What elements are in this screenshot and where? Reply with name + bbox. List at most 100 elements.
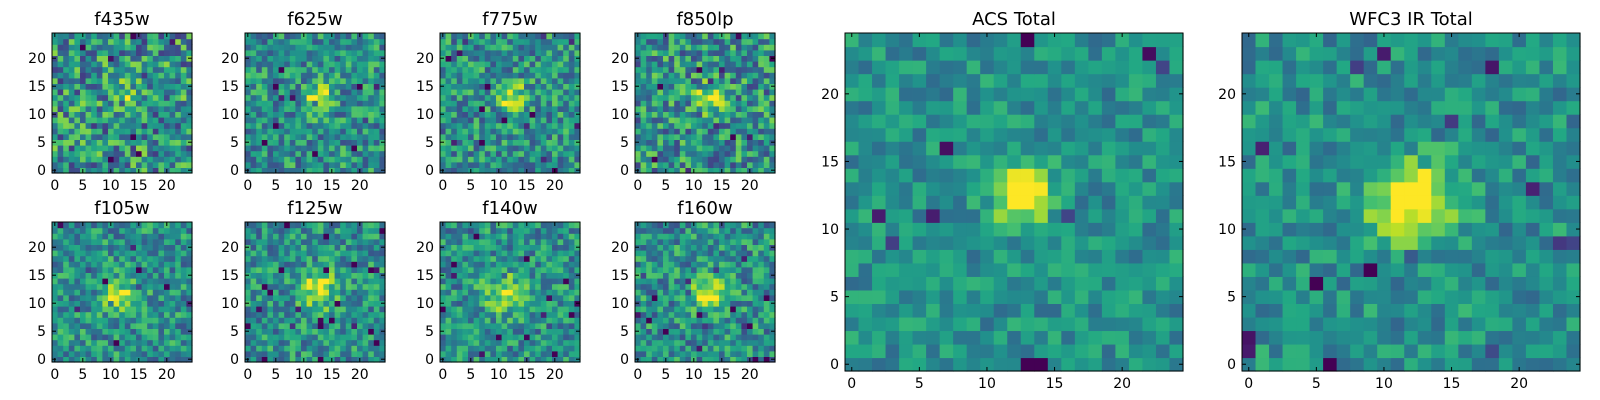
heatmap-cell: [113, 89, 120, 96]
heatmap-cell: [301, 334, 308, 341]
heatmap-cell: [563, 150, 570, 157]
heatmap-cell: [334, 227, 341, 234]
heatmap-cell: [130, 94, 137, 101]
heatmap-cell: [368, 122, 375, 129]
heatmap-cell: [169, 117, 176, 124]
heatmap-cell: [763, 167, 770, 174]
heatmap-cell: [96, 328, 103, 335]
heatmap-cell: [141, 306, 148, 313]
heatmap-cell: [763, 334, 770, 341]
heatmap-cell: [640, 272, 647, 279]
heatmap-cell: [164, 55, 171, 62]
heatmap-cell: [306, 294, 313, 301]
heatmap-cell: [679, 317, 686, 324]
heatmap-cell: [289, 83, 296, 90]
heatmap-cell: [568, 222, 575, 229]
heatmap-cell: [80, 294, 87, 301]
heatmap-cell: [373, 156, 380, 163]
heatmap-cell: [340, 145, 347, 152]
heatmap-cell: [635, 339, 642, 346]
heatmap-cell: [113, 283, 120, 290]
heatmap-cell: [691, 322, 698, 329]
heatmap-cell: [473, 356, 480, 363]
heatmap-cell: [91, 167, 98, 174]
heatmap-cell: [351, 233, 358, 240]
heatmap-cell: [250, 167, 257, 174]
heatmap-cell: [379, 334, 386, 341]
heatmap-cell: [85, 89, 92, 96]
heatmap-cell: [169, 111, 176, 118]
heatmap-cell: [261, 317, 268, 324]
heatmap-cell: [752, 49, 759, 56]
heatmap-cell: [490, 289, 497, 296]
heatmap-cell: [334, 345, 341, 352]
heatmap-cell: [479, 133, 486, 140]
heatmap-cell: [141, 266, 148, 273]
heatmap-cell: [640, 339, 647, 346]
heatmap-cell: [557, 311, 564, 318]
heatmap-cell: [368, 38, 375, 45]
heatmap-cell: [696, 356, 703, 363]
heatmap-cell: [451, 283, 458, 290]
heatmap-cell: [295, 300, 302, 307]
heatmap-cell: [741, 345, 748, 352]
heatmap-cell: [663, 328, 670, 335]
heatmap-cell: [306, 266, 313, 273]
heatmap-cell: [124, 33, 131, 40]
heatmap-cell: [63, 300, 70, 307]
heatmap-cell: [68, 356, 75, 363]
heatmap-cell: [640, 317, 647, 324]
heatmap-cell: [306, 334, 313, 341]
heatmap-cell: [574, 311, 581, 318]
heatmap-cell: [769, 61, 776, 68]
heatmap-cell: [158, 289, 165, 296]
heatmap-cell: [345, 334, 352, 341]
heatmap-cell: [546, 111, 553, 118]
heatmap-cell: [256, 266, 263, 273]
heatmap-cell: [180, 145, 187, 152]
heatmap-cell: [724, 161, 731, 168]
heatmap-cell: [518, 122, 525, 129]
heatmap-cell: [306, 44, 313, 51]
heatmap-cell: [724, 33, 731, 40]
heatmap-cell: [362, 66, 369, 73]
heatmap-cell: [113, 255, 120, 262]
heatmap-cell: [546, 283, 553, 290]
heatmap-cell: [763, 83, 770, 90]
heatmap-cell: [175, 289, 182, 296]
heatmap-cell: [164, 128, 171, 135]
heatmap-cell: [147, 294, 154, 301]
heatmap-cell: [340, 167, 347, 174]
heatmap-cell: [468, 100, 475, 107]
heatmap-cell: [74, 145, 81, 152]
heatmap-cell: [462, 294, 469, 301]
heatmap-cell: [368, 139, 375, 146]
heatmap-cell: [169, 83, 176, 90]
heatmap-cell: [540, 161, 547, 168]
heatmap-cell: [186, 117, 193, 124]
heatmap-cell: [295, 77, 302, 84]
heatmap-cell: [496, 55, 503, 62]
heatmap-cell: [679, 100, 686, 107]
heatmap-cell: [663, 111, 670, 118]
heatmap-cell: [289, 94, 296, 101]
heatmap-cell: [108, 38, 115, 45]
heatmap-cell: [91, 77, 98, 84]
heatmap-cell: [357, 306, 364, 313]
heatmap-cell: [63, 167, 70, 174]
heatmap-cell: [468, 161, 475, 168]
heatmap-cell: [473, 94, 480, 101]
heatmap-cell: [256, 250, 263, 257]
heatmap-cell: [158, 283, 165, 290]
heatmap-cell: [456, 334, 463, 341]
heatmap-cell: [668, 289, 675, 296]
heatmap-cell: [496, 111, 503, 118]
heatmap-cell: [568, 311, 575, 318]
heatmap-cell: [468, 266, 475, 273]
heatmap-cell: [507, 317, 514, 324]
heatmap-cell: [724, 44, 731, 51]
heatmap-cell: [74, 111, 81, 118]
heatmap-cell: [63, 117, 70, 124]
x-tick-label: 0: [243, 178, 252, 194]
heatmap-cell: [91, 33, 98, 40]
